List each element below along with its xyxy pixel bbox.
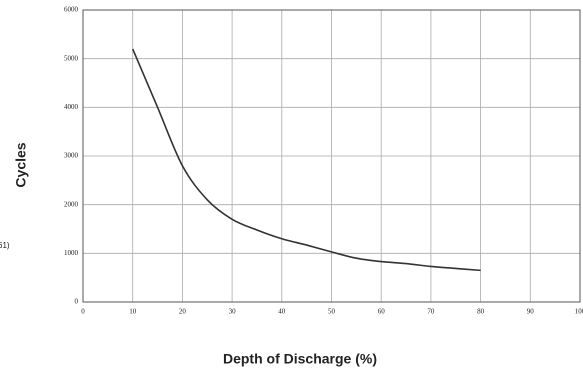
plot-frame	[82, 9, 581, 303]
y-tick-label: 1000	[64, 249, 79, 257]
x-tick-label: 90	[527, 308, 535, 316]
x-tick-label: 50	[328, 308, 336, 316]
y-tick-label: 2000	[64, 200, 79, 208]
x-tick-label: 20	[179, 308, 187, 316]
x-tick-label: 10	[129, 308, 137, 316]
y-tick-label: 6000	[64, 6, 79, 14]
x-tick-label: 60	[378, 308, 386, 316]
x-tick-label: 70	[427, 308, 435, 316]
y-tick-label: 5000	[64, 54, 79, 62]
data-line	[131, 48, 481, 272]
y-tick-label: 4000	[64, 103, 79, 111]
x-tick-label: 30	[229, 308, 237, 316]
x-tick-label: 100	[575, 308, 583, 316]
y-tick-label: 3000	[64, 152, 79, 160]
x-tick-label: 40	[278, 308, 286, 316]
annotation: 61)	[0, 241, 10, 250]
y-tick-label: 0	[75, 298, 79, 306]
y-axis-title: Cycles	[13, 142, 29, 187]
x-tick-label: 80	[477, 308, 485, 316]
x-tick-label: 0	[81, 308, 85, 316]
x-axis-title: Depth of Discharge (%)	[223, 351, 377, 367]
